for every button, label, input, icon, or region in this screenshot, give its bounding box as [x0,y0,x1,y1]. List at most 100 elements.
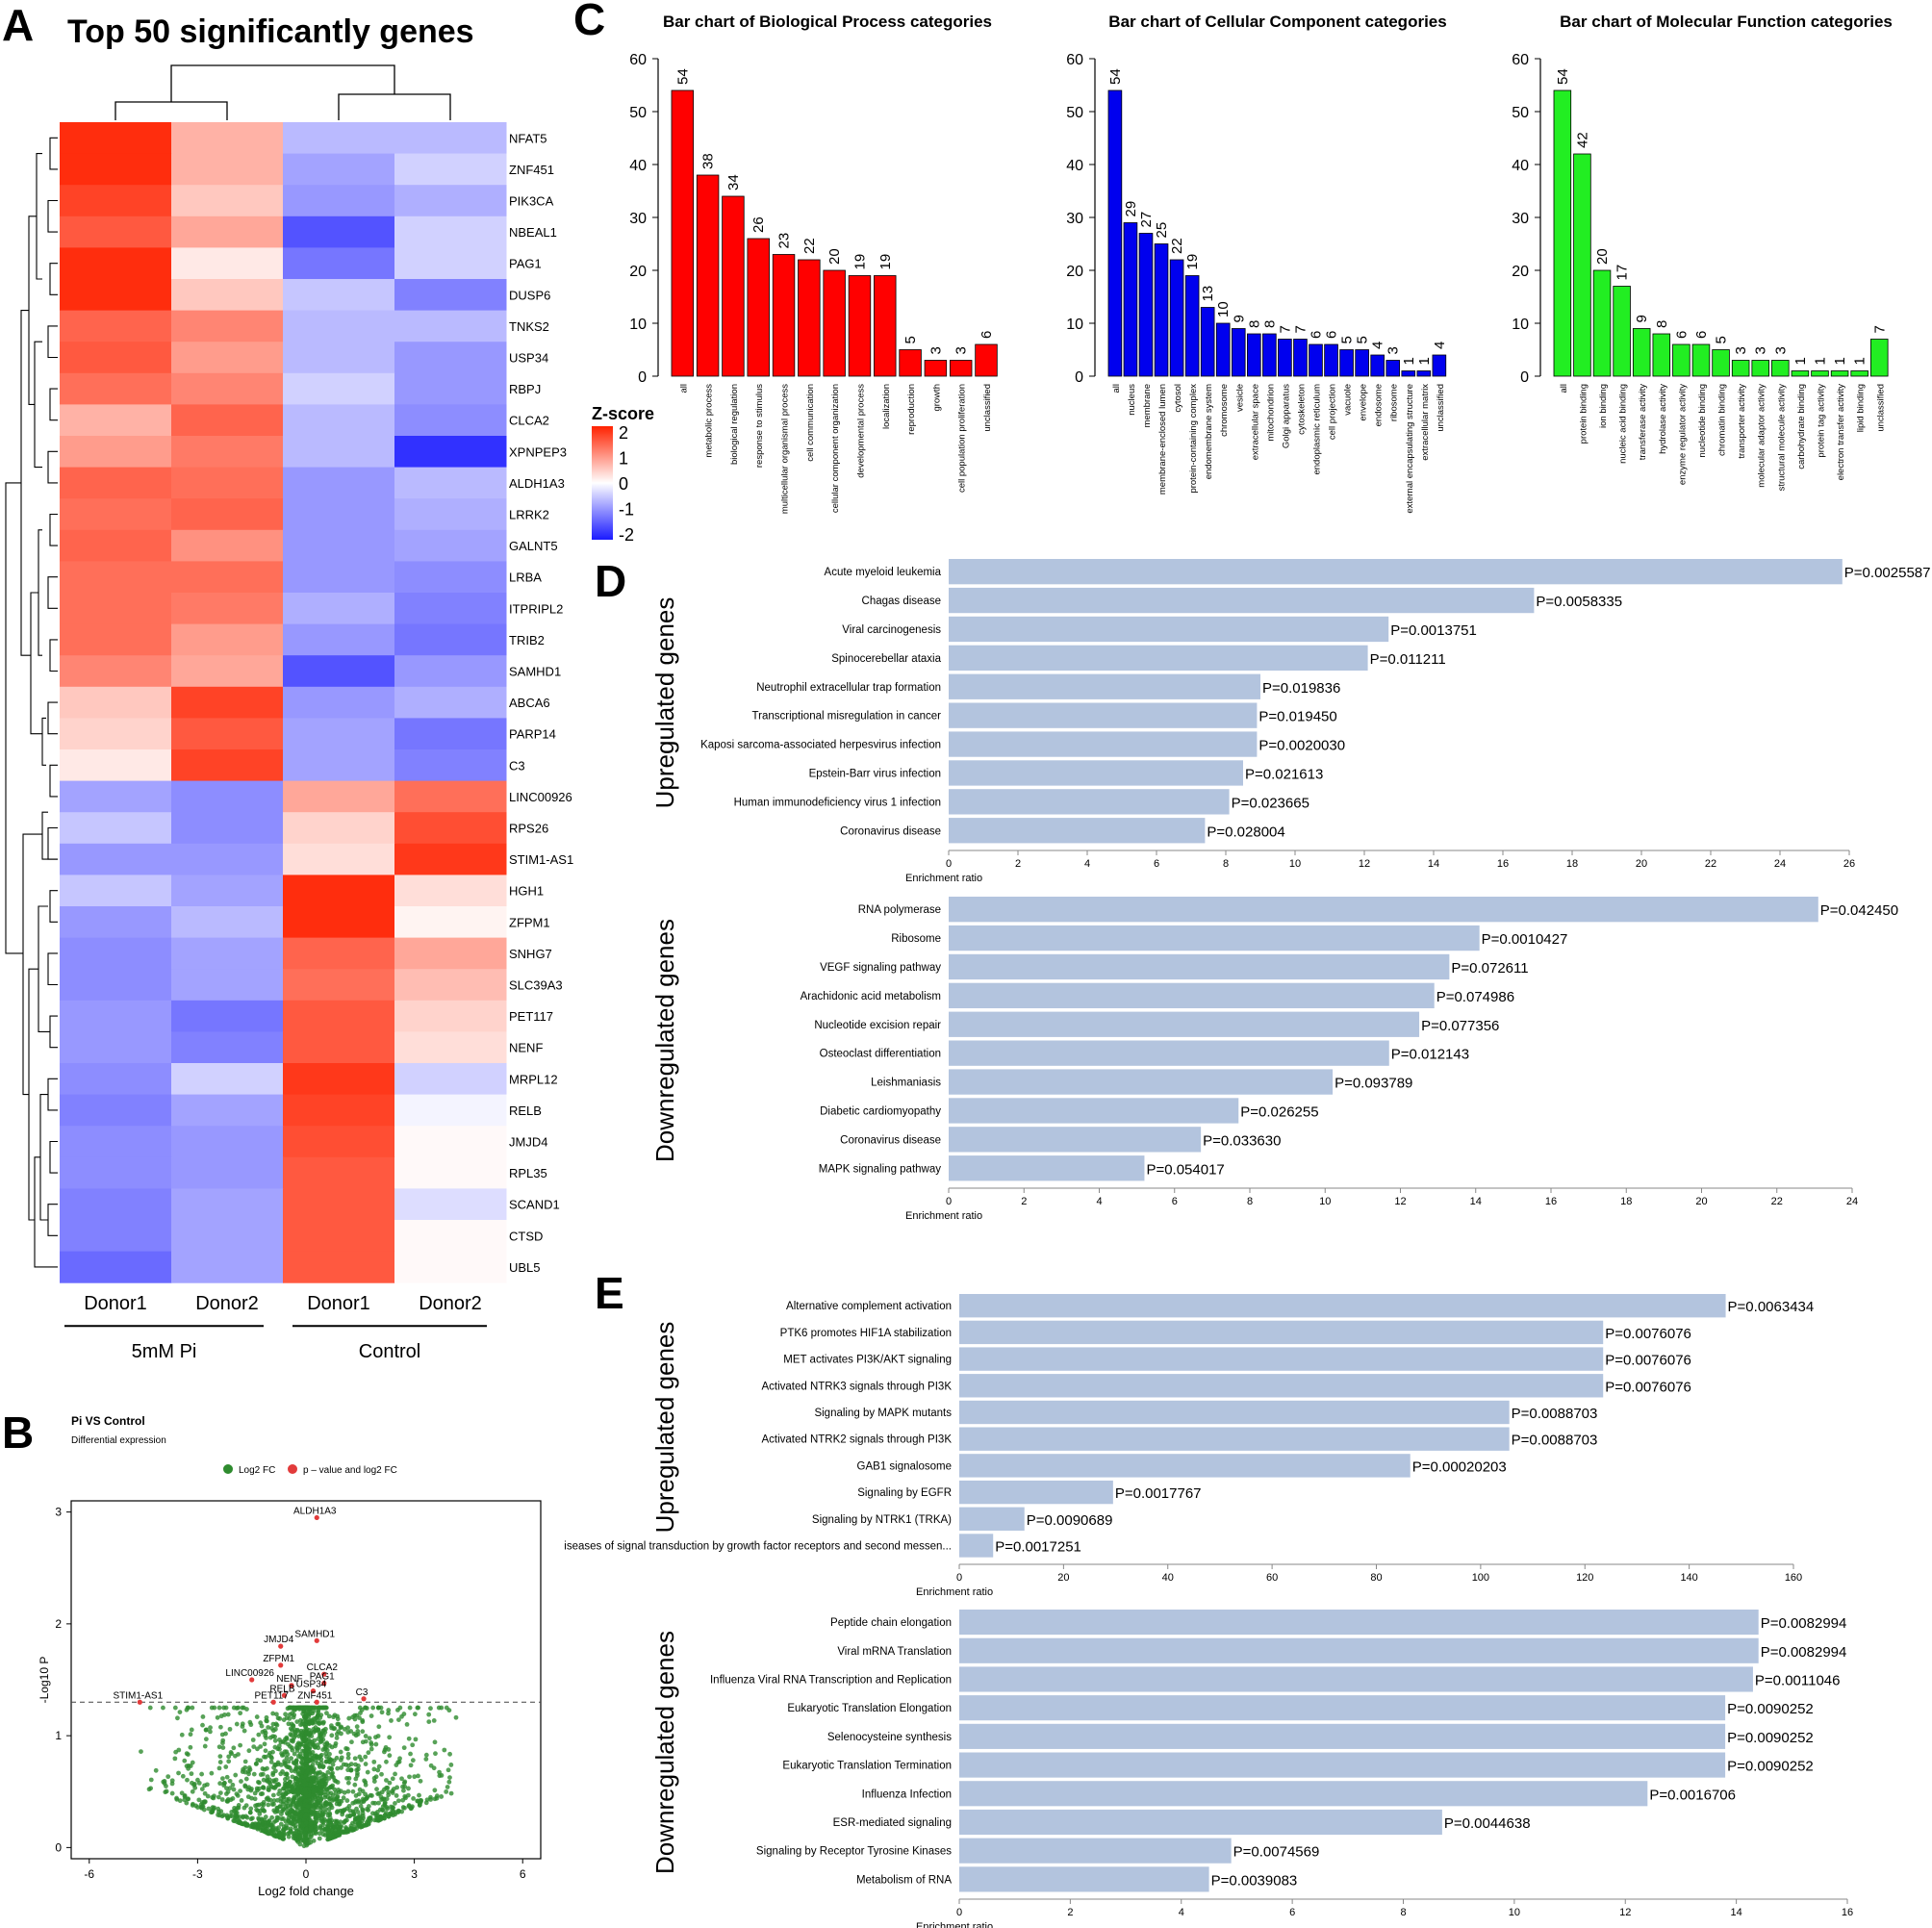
bar-value-label: 1 [1852,357,1868,365]
data-point [246,1771,251,1777]
data-point [379,1771,384,1777]
data-point [418,1778,423,1784]
data-point [195,1805,200,1810]
heatmap-cell [171,1251,284,1283]
data-point [349,1739,354,1745]
data-point [272,1810,278,1814]
bar-value-label: 20 [826,248,843,265]
data-point [153,1767,159,1773]
heatmap-cell [394,937,507,970]
data-point [354,1724,360,1730]
data-point [399,1776,404,1782]
data-point [382,1800,388,1805]
p-value-label: P=0.011211 [1370,651,1446,668]
row-dendrogram-branch [49,513,58,546]
heatmap-cell [60,937,172,970]
data-point [250,1738,256,1742]
data-point [325,1830,331,1835]
data-point [190,1803,195,1808]
data-point [400,1805,406,1810]
data-point [165,1774,171,1780]
data-point [220,1738,226,1743]
bar [1278,339,1292,377]
data-point [294,1790,300,1796]
data-point [231,1705,237,1711]
p-value-label: P=0.012143 [1391,1047,1469,1063]
data-point [216,1765,222,1771]
data-point [447,1775,452,1781]
row-dendrogram-branch [49,1015,58,1049]
gene-label: XPNPEP3 [509,444,567,459]
heatmap-cell [171,875,284,907]
row-dendrogram-branch [36,153,42,280]
bar [823,269,846,377]
data-point [223,1705,229,1711]
data-point [328,1819,334,1825]
x-tick-label: 0 [956,1572,962,1584]
heatmap-cell [283,1251,395,1283]
bar-value-label: 5 [1339,336,1356,343]
data-point [314,1818,319,1824]
point-label: PET117 [255,1690,290,1701]
heatmap-cell [394,780,507,813]
point-label: JMJD4 [264,1635,294,1645]
enrichment-bar-chart: Peptide chain elongation P=0.0082994 Viral… [650,1610,1853,1928]
data-point [258,1744,264,1749]
data-point [199,1771,205,1777]
enrichment-bar [949,760,1243,786]
data-point [397,1705,403,1711]
x-tick-label: 6 [520,1867,526,1881]
bar [1339,349,1354,377]
row-dendrogram-branch [47,701,58,735]
data-point [182,1797,188,1803]
heatmap-cell [171,404,284,437]
enrichment-bar [949,1011,1420,1037]
heatmap-cell [394,686,507,719]
bar-value-label: 8 [1654,320,1670,328]
category-label: all [1111,384,1122,393]
data-point [371,1759,377,1764]
data-point [375,1767,381,1773]
data-point [360,1717,366,1723]
data-point [410,1742,416,1748]
significant-point [321,1680,327,1687]
data-point [242,1759,248,1764]
data-point [369,1713,374,1718]
row-dendrogram-branch [49,1140,58,1174]
y-tick-label: 50 [1066,105,1083,121]
x-tick-label: 12 [1359,858,1370,870]
data-point [339,1755,344,1761]
panel-letter-c: C [573,0,605,44]
data-point [289,1756,294,1762]
data-point [292,1811,297,1816]
heatmap-cell [171,1063,284,1096]
p-value-label: P=0.0076076 [1605,1326,1691,1342]
data-point [279,1753,285,1758]
data-point [279,1816,285,1821]
x-tick-label: 22 [1771,1196,1783,1207]
data-point [297,1834,303,1839]
data-point [434,1795,440,1801]
enrichment-bar [959,1752,1726,1778]
data-point [396,1717,401,1722]
pathway-label: iseases of signal transduction by growth… [564,1540,952,1552]
data-point [369,1793,374,1798]
data-point [298,1722,303,1728]
bar-value-label: 3 [953,346,970,354]
data-point [243,1803,249,1809]
significant-point [278,1662,284,1668]
data-point [400,1784,405,1789]
data-point [239,1779,243,1784]
data-point [205,1793,211,1799]
bar-value-label: 9 [1634,315,1650,322]
heatmap-cell [394,1000,507,1032]
data-point [190,1788,195,1794]
enrichment-bar [959,1347,1604,1371]
data-point [246,1748,252,1754]
data-point [373,1735,378,1740]
gene-group-label: Upregulated genes [650,1322,679,1534]
heatmap-cell [171,843,284,875]
heatmap-cell [394,342,507,374]
data-point [326,1759,332,1764]
data-point [412,1774,418,1780]
